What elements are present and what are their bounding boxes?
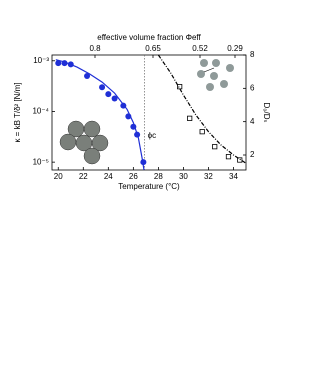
x-tick-label: 24 — [104, 172, 113, 181]
data-point — [237, 157, 243, 163]
y2-tick-label: 8 — [250, 50, 255, 59]
data-point — [99, 84, 106, 91]
data-point — [212, 144, 218, 150]
y2-axis-title: D₀/Dₛ — [262, 102, 271, 122]
x-axis-title: Temperature (°C) — [118, 182, 180, 191]
x-tick-label: 30 — [179, 172, 188, 181]
y-tick-label: 10⁻⁴ — [32, 107, 49, 116]
data-point — [199, 129, 205, 135]
fit-line — [55, 59, 145, 171]
x-tick-label: 22 — [79, 172, 88, 181]
fit-line — [157, 54, 247, 164]
inset-dots — [197, 59, 234, 91]
data-point — [111, 95, 118, 102]
data-point — [55, 60, 62, 67]
x2-tick-label: 0.29 — [227, 44, 243, 53]
x2-tick-label: 0.65 — [145, 44, 161, 53]
data-point — [140, 159, 147, 166]
critical-label: ϕc — [148, 131, 156, 140]
x2-axis-title: effective volume fraction Φeff — [97, 33, 201, 42]
y-tick-label: 10⁻³ — [33, 56, 49, 65]
y2-tick-label: 6 — [250, 83, 255, 92]
data-point — [187, 115, 193, 121]
x2-tick-label: 0.52 — [192, 44, 208, 53]
data-point — [84, 73, 91, 80]
plot-frame — [51, 54, 247, 171]
y2-tick-label: 2 — [250, 150, 255, 159]
data-point — [177, 84, 183, 90]
x2-tick-label: 0.8 — [89, 44, 101, 53]
y-tick-label: 10⁻⁵ — [33, 157, 49, 166]
x-tick-label: 32 — [204, 172, 213, 181]
data-point — [225, 154, 232, 160]
y2-tick-label: 4 — [250, 117, 255, 126]
x-tick-label: 20 — [54, 172, 63, 181]
x-tick-label: 28 — [154, 172, 163, 181]
x-tick-label: 34 — [229, 172, 238, 181]
data-point — [105, 91, 112, 98]
inset-clusters — [59, 120, 109, 165]
x-tick-label: 26 — [129, 172, 138, 181]
y-axis-title: κ = kB T/δ² [N/m] — [13, 82, 22, 142]
